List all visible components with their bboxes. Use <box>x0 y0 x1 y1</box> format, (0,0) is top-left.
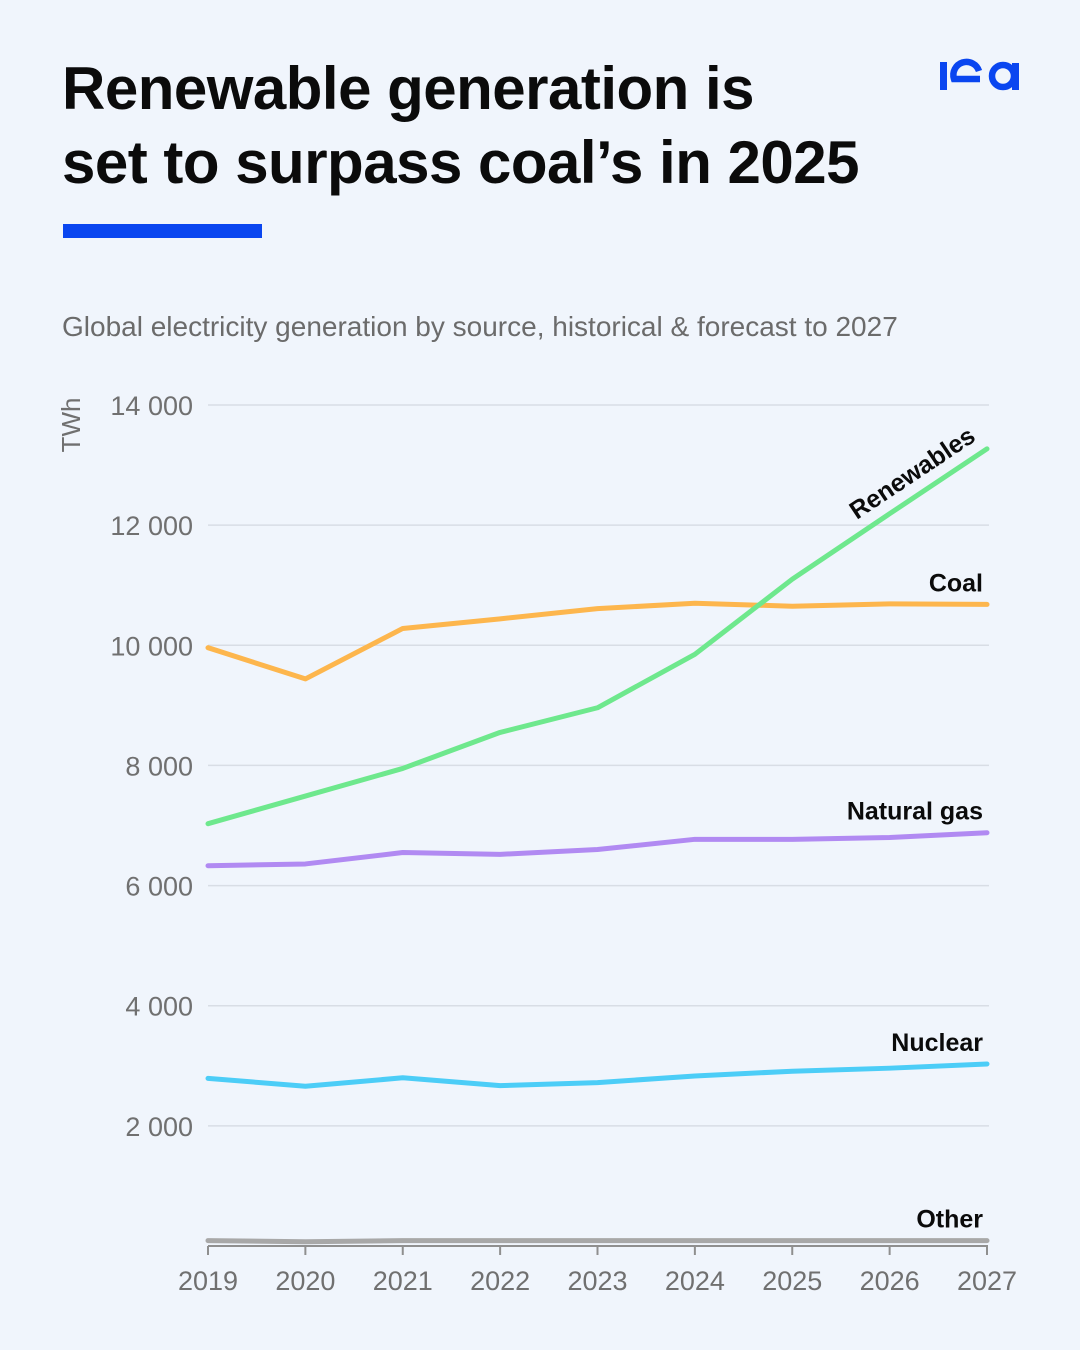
y-tick-label: 14 000 <box>110 391 193 421</box>
series-line-natural-gas <box>205 830 990 869</box>
title-accent-bar <box>63 224 262 238</box>
y-tick-label: 12 000 <box>110 511 193 541</box>
iea-logo-icon <box>940 58 1019 91</box>
series-label-coal: Coal <box>929 569 983 597</box>
x-tick-label: 2020 <box>275 1266 335 1296</box>
chart-subtitle: Global electricity generation by source,… <box>62 311 898 342</box>
x-tick-label: 2025 <box>762 1266 822 1296</box>
series-line-other <box>205 1238 990 1245</box>
x-tick-label: 2026 <box>860 1266 920 1296</box>
x-tick-label: 2022 <box>470 1266 530 1296</box>
y-tick-label: 6 000 <box>125 872 193 902</box>
series-line-coal <box>205 600 990 682</box>
x-tick-label: 2027 <box>957 1266 1017 1296</box>
y-tick-label: 10 000 <box>110 631 193 661</box>
x-tick-label: 2019 <box>178 1266 238 1296</box>
series-line-nuclear <box>205 1061 990 1089</box>
series-label-renewables: Renewables <box>845 422 981 525</box>
x-tick-label: 2023 <box>567 1266 627 1296</box>
y-tick-label: 2 000 <box>125 1112 193 1142</box>
series-label-natural-gas: Natural gas <box>847 798 983 826</box>
y-tick-label: 8 000 <box>125 751 193 781</box>
chart-title: Renewable generation is set to surpass c… <box>62 55 860 196</box>
y-axis-label: TWh <box>56 398 86 453</box>
series-label-nuclear: Nuclear <box>891 1029 983 1057</box>
series-line-renewables <box>205 446 990 827</box>
x-tick-label: 2021 <box>373 1266 433 1296</box>
series-label-other: Other <box>916 1206 983 1234</box>
x-tick-label: 2024 <box>665 1266 725 1296</box>
y-tick-label: 4 000 <box>125 992 193 1022</box>
